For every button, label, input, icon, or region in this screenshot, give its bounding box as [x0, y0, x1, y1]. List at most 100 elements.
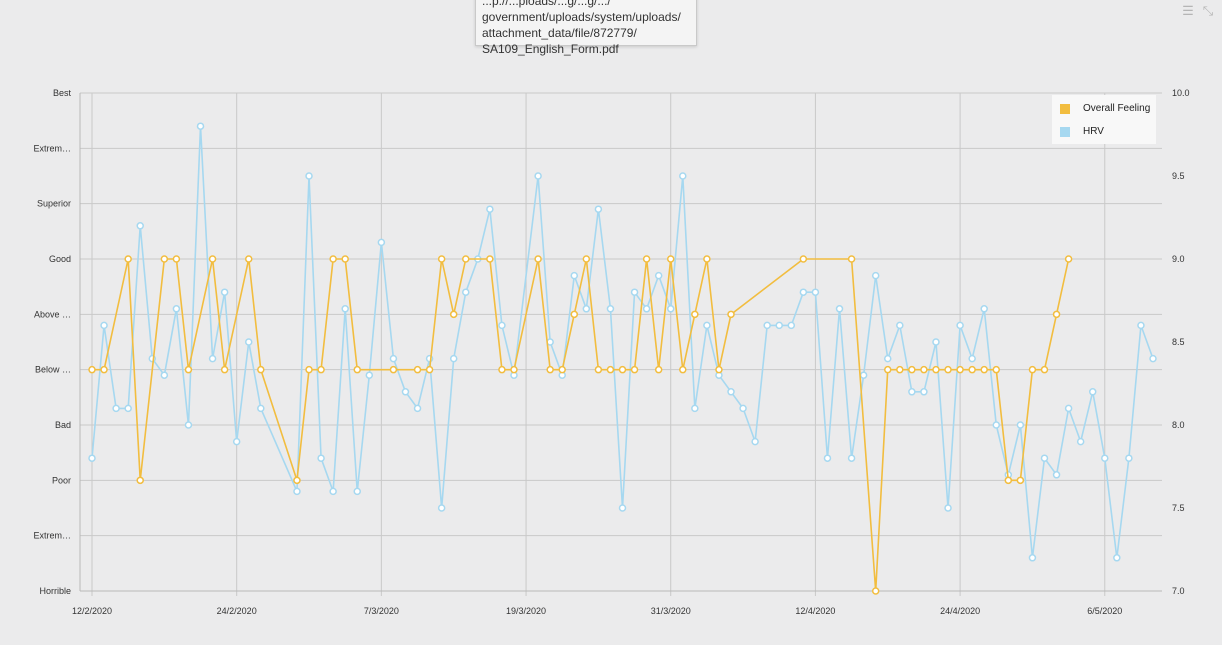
feeling-point	[944, 365, 952, 374]
hrv-point	[775, 321, 783, 330]
tooltip-line: SA109_English_Form.pdf	[482, 42, 619, 56]
hrv-point	[112, 404, 120, 413]
hrv-point	[1028, 554, 1037, 562]
feeling-point	[425, 365, 434, 374]
feeling-point	[558, 365, 566, 374]
feeling-point	[642, 255, 651, 263]
feeling-point	[666, 255, 675, 263]
hrv-point	[1125, 454, 1133, 462]
hrv-point	[823, 454, 832, 462]
y-right-tick-label: 10.0	[1172, 88, 1190, 98]
hrv-point	[739, 404, 747, 413]
tooltip-line: ...p://...ploads/...g/...g/.../	[482, 0, 611, 8]
hrv-point	[727, 388, 735, 396]
hrv-point	[980, 305, 988, 313]
feeling-point	[1064, 255, 1073, 263]
feeling-point	[305, 365, 313, 374]
feeling-point	[353, 365, 361, 374]
feeling-point	[1040, 365, 1049, 374]
hrv-point	[462, 288, 470, 296]
hrv-point	[679, 172, 687, 180]
feeling-point	[630, 365, 639, 374]
feeling-point	[847, 255, 856, 263]
feeling-point	[546, 365, 554, 374]
feeling-point	[160, 255, 169, 263]
hrv-point	[88, 454, 96, 462]
hrv-point	[606, 305, 615, 313]
x-tick-label: 19/3/2020	[506, 606, 546, 616]
hrv-point	[1064, 404, 1073, 413]
tooltip-line: government/uploads/system/uploads/	[482, 10, 681, 24]
hrv-point	[582, 305, 591, 313]
feeling-point	[413, 365, 422, 374]
legend-label-feeling: Overall Feeling	[1083, 103, 1151, 114]
hrv-point	[353, 487, 361, 496]
feeling-point	[594, 365, 603, 374]
hrv-point	[1149, 354, 1157, 363]
y-left-tick-label: Bad	[55, 420, 71, 430]
hrv-point	[871, 271, 880, 280]
feeling-point	[329, 255, 337, 263]
hrv-point	[365, 371, 374, 379]
hrv-point	[847, 454, 856, 462]
hrv-point	[703, 321, 711, 330]
y-left-tick-label: Best	[53, 88, 72, 98]
feeling-point	[486, 255, 494, 263]
feeling-point	[691, 310, 699, 319]
y-left-tick-label: Below …	[35, 365, 71, 375]
feeling-point	[184, 365, 193, 374]
hrv-point	[1040, 454, 1049, 462]
hrv-point	[884, 354, 892, 363]
hrv-point	[944, 504, 952, 512]
hrv-point	[787, 321, 796, 330]
feeling-point	[88, 365, 96, 374]
feeling-point	[244, 255, 253, 263]
feeling-point	[341, 255, 349, 263]
hrv-point	[172, 305, 181, 313]
hrv-point	[184, 421, 193, 429]
feeling-point	[208, 255, 217, 263]
hrv-point	[932, 338, 940, 346]
hrv-point	[257, 404, 265, 413]
feeling-point	[679, 365, 687, 374]
y-left-tick-label: Poor	[52, 475, 71, 485]
y-left-tick-label: Extrem…	[33, 531, 71, 541]
menu-icon[interactable]: ☰	[1182, 3, 1194, 18]
hrv-point	[956, 321, 964, 330]
hrv-point	[449, 354, 458, 363]
hrv-point	[305, 172, 313, 180]
hrv-point	[208, 354, 217, 363]
x-tick-label: 12/2/2020	[72, 606, 112, 616]
feeling-point	[1052, 310, 1061, 319]
hrv-point	[329, 487, 337, 496]
hrv-point	[341, 305, 349, 313]
feeling-point	[1016, 476, 1025, 485]
y-right-tick-label: 8.0	[1172, 420, 1185, 430]
feeling-point	[920, 365, 928, 374]
x-tick-label: 6/5/2020	[1087, 606, 1122, 616]
feeling-point	[932, 365, 940, 374]
hrv-point	[811, 288, 820, 296]
collapse-icon[interactable]: ⤡	[1202, 3, 1214, 18]
hrv-point	[691, 404, 699, 413]
hrv-point	[859, 371, 868, 379]
hrv-point	[1101, 454, 1109, 462]
x-tick-label: 12/4/2020	[795, 606, 835, 616]
y-left-tick-label: Good	[49, 254, 71, 264]
y-right-tick-label: 9.5	[1172, 171, 1185, 181]
hrv-point	[618, 504, 627, 512]
x-tick-label: 31/3/2020	[651, 606, 691, 616]
hrv-point	[389, 354, 398, 363]
hrv-point	[534, 172, 542, 180]
y-right-tick-label: 8.5	[1172, 337, 1185, 347]
feeling-point	[884, 365, 892, 374]
feeling-point	[896, 365, 904, 374]
feeling-point	[437, 255, 446, 263]
y-right-tick-label: 7.5	[1172, 503, 1185, 513]
feeling-point	[727, 310, 735, 319]
hrv-point	[908, 388, 916, 396]
feeling-point	[956, 365, 964, 374]
hrv-point	[124, 404, 132, 413]
